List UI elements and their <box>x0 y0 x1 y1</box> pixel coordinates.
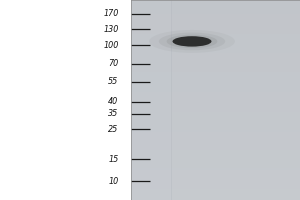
Text: 25: 25 <box>108 124 118 134</box>
Text: 100: 100 <box>103 40 118 49</box>
Text: 35: 35 <box>108 110 118 118</box>
Ellipse shape <box>159 33 225 50</box>
Bar <box>130 0 300 200</box>
Text: 130: 130 <box>103 24 118 33</box>
Ellipse shape <box>172 36 212 47</box>
Ellipse shape <box>149 30 235 53</box>
Text: 10: 10 <box>108 176 118 186</box>
Text: 170: 170 <box>103 9 118 19</box>
Bar <box>130 0 171 200</box>
Text: 15: 15 <box>108 154 118 164</box>
Text: 40: 40 <box>108 98 118 106</box>
Text: 55: 55 <box>108 77 118 86</box>
Text: 70: 70 <box>108 60 118 68</box>
Ellipse shape <box>167 35 217 48</box>
